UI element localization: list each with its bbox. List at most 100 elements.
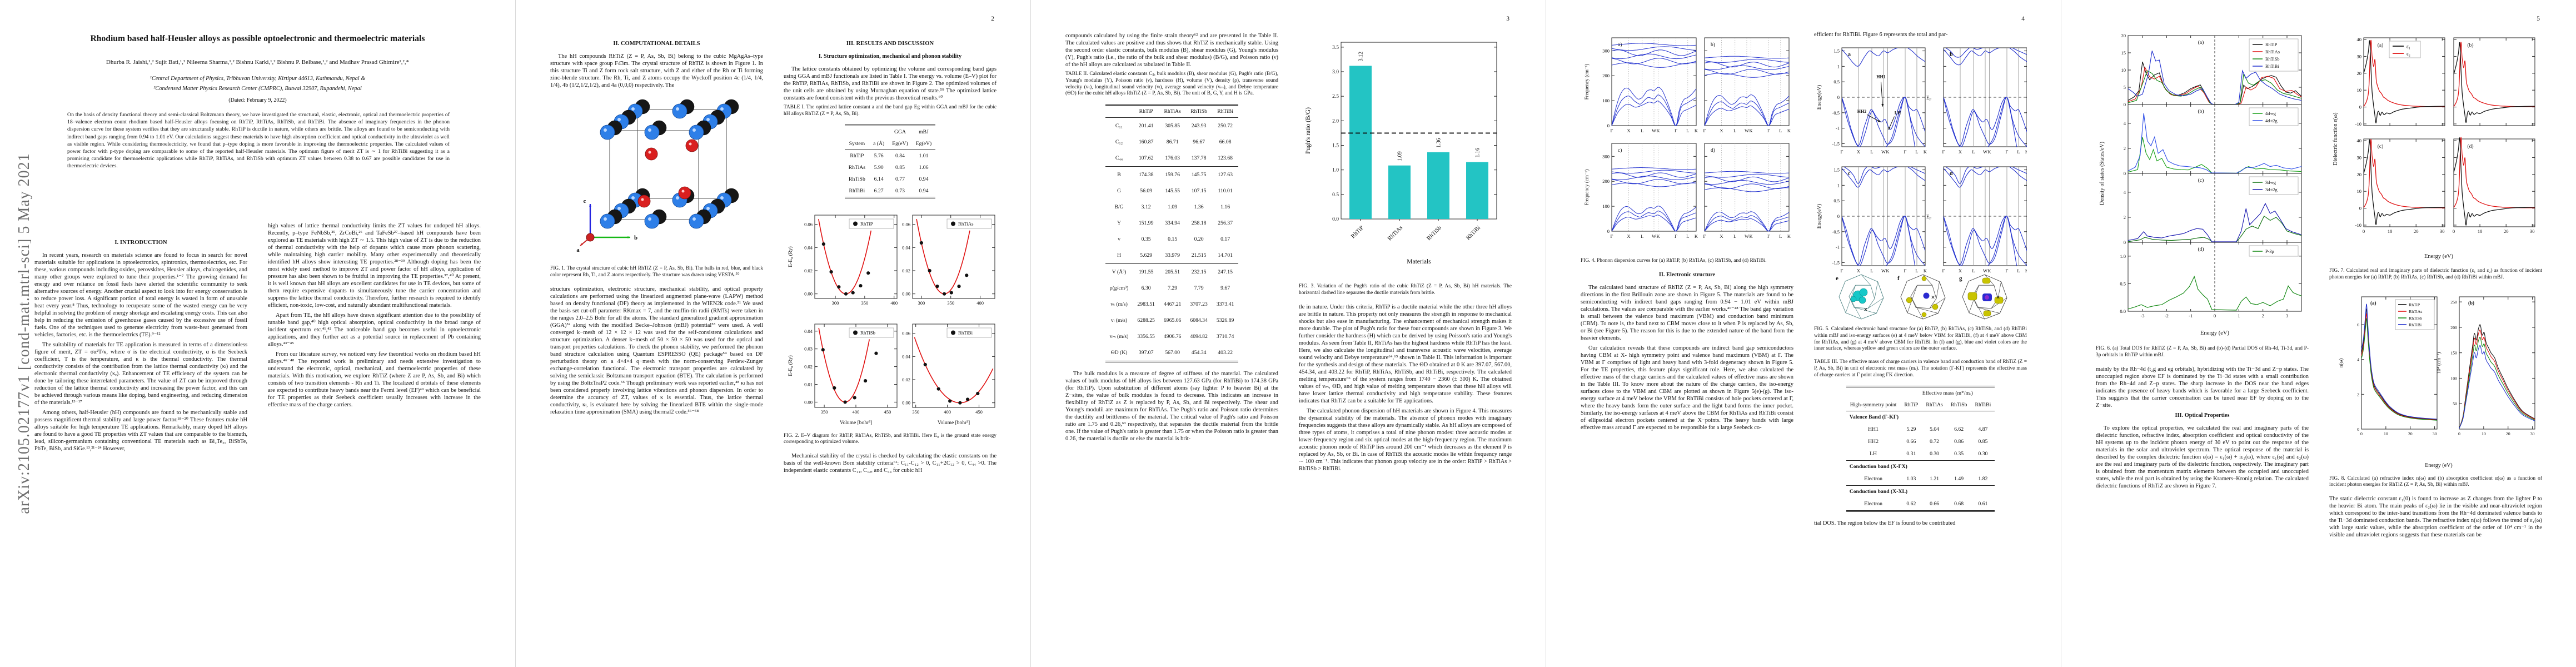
structure-paragraph-1: The lattice constants obtained by optimi… <box>784 66 996 101</box>
svg-text:10: 10 <box>2478 228 2483 234</box>
svg-text:4: 4 <box>2124 121 2126 126</box>
svg-text:K: K <box>1924 149 1927 155</box>
svg-text:0.03: 0.03 <box>804 346 813 351</box>
svg-text:1: 1 <box>2238 313 2240 318</box>
page2-left-column: II. COMPUTATIONAL DETAILS The hH compoun… <box>550 37 763 419</box>
svg-text:0: 0 <box>1607 228 1610 234</box>
page5-right-column: -10 0 10 20 30 40 (a) ε₁ ε₂ (b) -10 0 10 20 30 40 0 10 20 3… <box>2329 29 2542 541</box>
svg-text:20: 20 <box>2506 431 2510 436</box>
svg-text:4: 4 <box>2124 190 2126 195</box>
svg-text:20: 20 <box>2504 228 2509 234</box>
svg-text:X: X <box>1857 149 1860 155</box>
svg-text:1.36: 1.36 <box>1436 138 1442 148</box>
figure-4-caption: FIG. 4. Phonon dispersion curves for (a)… <box>1581 258 1767 263</box>
svg-text:10: 10 <box>2388 228 2393 234</box>
svg-text:Γ: Γ <box>2006 268 2009 273</box>
svg-text:e: e <box>1836 275 1838 282</box>
svg-text:0: 0 <box>2360 431 2363 436</box>
arxiv-watermark: arXiv:2105.02177v1 [cond-mat.mtrl-sci] 5… <box>16 153 33 514</box>
svg-text:20: 20 <box>2121 33 2126 38</box>
intro-paragraph-2: The suitability of materials for TE appl… <box>34 342 247 406</box>
svg-text:100: 100 <box>1602 98 1610 103</box>
page3-right-column: 0.0 0.5 1.0 1.5 2.0 2.5 3.0 3.5 3.12 RhTiP 1.09 RhT… <box>1299 32 1512 475</box>
svg-text:300: 300 <box>832 300 839 306</box>
svg-text:W: W <box>1652 128 1656 133</box>
svg-text:1.5: 1.5 <box>1833 167 1840 173</box>
figure-3-pughs-ratio-bar-chart: 0.0 0.5 1.0 1.5 2.0 2.5 3.0 3.5 3.12 RhTiP 1.09 RhT… <box>1299 33 1512 281</box>
intro-paragraph-1: In recent years, research on materials s… <box>34 252 247 338</box>
section-heading-results: III. RESULTS AND DISCUSSION <box>846 41 934 47</box>
svg-text:L: L <box>1686 128 1689 133</box>
svg-text:W: W <box>1983 268 1987 273</box>
svg-text:400: 400 <box>944 409 951 415</box>
svg-text:X: X <box>1959 149 1962 155</box>
figure-5-caption: FIG. 5. Calculated electronic band struc… <box>1814 326 2027 352</box>
svg-text:n(ω): n(ω) <box>2338 358 2344 367</box>
svg-text:Volume [bohr³]: Volume [bohr³] <box>938 420 970 426</box>
svg-text:X: X <box>1720 233 1723 239</box>
figure-2-caption: FIG. 2. E–V diagram for RhTiP, RhTiAs, R… <box>784 432 996 445</box>
svg-text:EF: EF <box>1926 214 1932 221</box>
svg-text:4d-t2g: 4d-t2g <box>2265 118 2278 123</box>
svg-text:200: 200 <box>1602 178 1610 184</box>
svg-text:E-E₀ (Ry): E-E₀ (Ry) <box>788 246 794 267</box>
svg-text:0: 0 <box>2458 431 2460 436</box>
svg-text:Pugh's ratio (B/G): Pugh's ratio (B/G) <box>1305 107 1312 154</box>
electronic-paragraph-2: Our calculation reveals that these compo… <box>1581 345 1793 431</box>
svg-text:RhTiAs: RhTiAs <box>2409 309 2422 314</box>
svg-text:30: 30 <box>2357 53 2362 59</box>
svg-text:1.5: 1.5 <box>1833 48 1840 54</box>
svg-text:Energy(eV): Energy(eV) <box>1816 204 1822 229</box>
svg-text:K: K <box>1695 128 1698 133</box>
dated-line: (Dated: February 9, 2022) <box>228 97 287 103</box>
svg-text:2: 2 <box>2124 146 2126 151</box>
svg-text:2: 2 <box>2357 392 2359 397</box>
svg-text:30: 30 <box>2530 228 2535 234</box>
svg-text:2: 2 <box>2262 313 2264 318</box>
svg-text:1.0: 1.0 <box>1332 168 1339 173</box>
svg-text:0: 0 <box>2357 427 2359 432</box>
svg-text:0.04: 0.04 <box>902 354 911 359</box>
figure-8-caption: FIG. 8. Calculated (a) refractive index … <box>2329 475 2542 488</box>
svg-text:0.02: 0.02 <box>902 268 910 273</box>
svg-text:W: W <box>1983 149 1987 155</box>
svg-text:1.5: 1.5 <box>1332 143 1339 149</box>
svg-text:a: a <box>576 247 580 253</box>
svg-text:P-3p: P-3p <box>2265 249 2274 254</box>
svg-text:-0.5: -0.5 <box>1832 110 1840 116</box>
svg-text:0.5: 0.5 <box>1833 198 1840 203</box>
svg-text:Γ: Γ <box>1841 268 1843 273</box>
section-heading-computational-details: II. COMPUTATIONAL DETAILS <box>613 41 700 47</box>
electronic-paragraph-3: efficient for RhTiBi. Figure 6 represent… <box>1814 32 1948 38</box>
svg-text:W: W <box>1881 268 1886 273</box>
svg-text:Γ: Γ <box>1703 233 1706 239</box>
svg-text:L: L <box>1686 233 1689 239</box>
table-2: RhTiP RhTiAs RhTiSb RhTiBi C₁₁ 201.41 305.85 24… <box>1065 104 1278 363</box>
page-1: arXiv:2105.02177v1 [cond-mat.mtrl-sci] 5… <box>0 0 515 667</box>
svg-text:150: 150 <box>2450 350 2457 355</box>
svg-text:L: L <box>1870 149 1873 155</box>
svg-text:0: 0 <box>1607 123 1610 128</box>
svg-text:2.0: 2.0 <box>1332 118 1339 124</box>
svg-text:4: 4 <box>2357 357 2359 362</box>
svg-text:0: 0 <box>2214 313 2216 318</box>
svg-text:5: 5 <box>2124 84 2126 90</box>
svg-text:200: 200 <box>1602 73 1610 78</box>
svg-text:6: 6 <box>2357 322 2359 327</box>
svg-text:-1.5: -1.5 <box>1832 141 1840 146</box>
svg-text:c: c <box>1848 171 1851 177</box>
svg-text:Energy (eV): Energy (eV) <box>2425 462 2453 469</box>
svg-text:RhTiAs: RhTiAs <box>1387 225 1404 242</box>
svg-text:(b): (b) <box>2467 42 2473 48</box>
svg-text:(b): (b) <box>2198 108 2204 115</box>
svg-text:Γ: Γ <box>1904 268 1907 273</box>
svg-text:40: 40 <box>2357 138 2362 143</box>
svg-text:(a): (a) <box>2198 39 2204 46</box>
svg-text:RhTiSb: RhTiSb <box>1426 225 1443 242</box>
page-number-5: 5 <box>2537 16 2540 22</box>
svg-text:0.04: 0.04 <box>804 245 813 250</box>
svg-text:L: L <box>1972 149 1975 155</box>
svg-text:0.02: 0.02 <box>804 364 813 369</box>
mechanical-paragraph-1: tle in nature. Under this criteria, RhTi… <box>1299 303 1512 404</box>
svg-text:X: X <box>1857 268 1860 273</box>
